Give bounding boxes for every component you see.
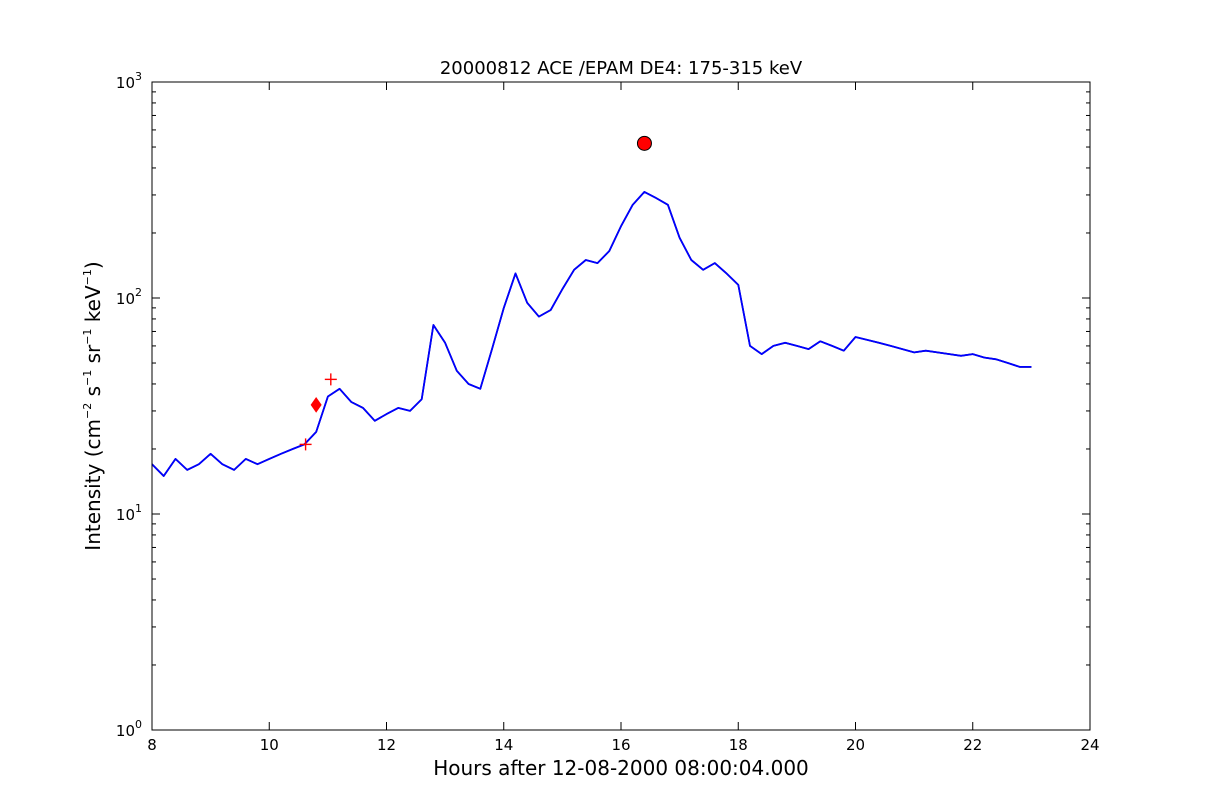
plus-marker (299, 438, 312, 451)
x-tick-label: 22 (963, 736, 982, 754)
x-tick-label: 8 (147, 736, 157, 754)
x-tick-label: 24 (1080, 736, 1099, 754)
y-tick-label: 100 (116, 718, 142, 740)
x-tick-label: 20 (846, 736, 865, 754)
y-tick-label: 101 (116, 502, 142, 524)
tick-layer: 8 10 12 14 16 18 20 22 24 100 101 102 103 (116, 70, 1100, 754)
series-line-raw (151, 191, 1032, 477)
peak-marker (636, 135, 652, 151)
plus-marker (324, 373, 337, 386)
x-tick-label: 12 (377, 736, 396, 754)
series-line-smoothed (151, 190, 1032, 477)
marker-layer (299, 135, 652, 451)
x-tick-label: 10 (260, 736, 279, 754)
series-layer (151, 190, 1032, 477)
plot-frame (151, 81, 1091, 731)
onset-diamond-marker (310, 397, 322, 413)
y-tick-label: 102 (116, 286, 142, 308)
x-axis-label: Hours after 12-08-2000 08:00:04.000 (433, 756, 809, 780)
x-tick-label: 16 (611, 736, 630, 754)
y-tick-label: 103 (116, 70, 142, 92)
chart-title: 20000812 ACE /EPAM DE4: 175-315 keV (440, 58, 803, 79)
x-tick-label: 14 (494, 736, 513, 754)
y-axis-label: Intensity (cm−2 s−1 sr−1 keV−1) (81, 261, 105, 550)
x-tick-label: 18 (729, 736, 748, 754)
